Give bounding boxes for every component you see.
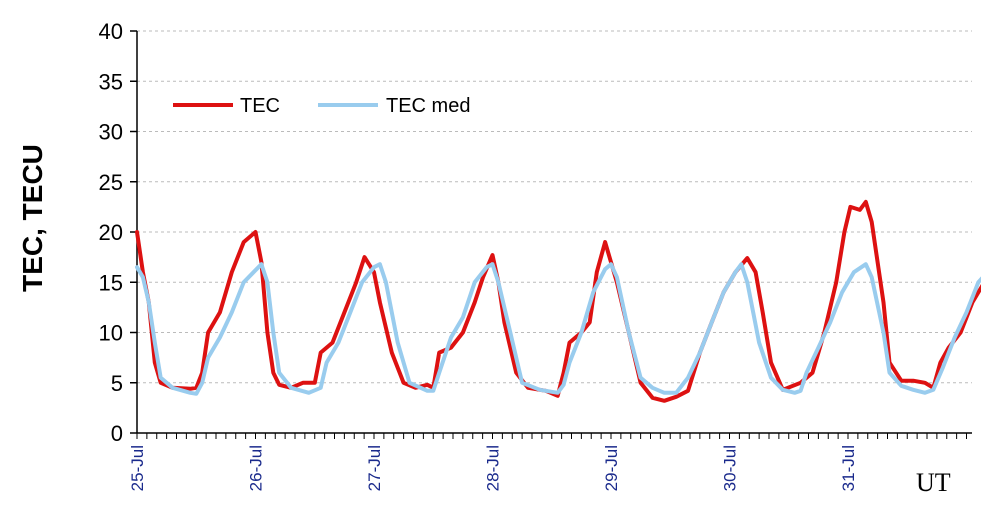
x-tick-label: 29-Jul (602, 445, 621, 491)
y-tick-label: 30 (99, 120, 123, 145)
data-series (135, 199, 981, 403)
y-tick-label: 40 (99, 19, 123, 44)
y-tick-label: 35 (99, 69, 123, 94)
x-tick-label: 28-Jul (484, 445, 503, 491)
y-axis-label: TEC, TECU (17, 144, 48, 292)
legend: TEC TEC med (173, 95, 470, 117)
x-tick-label: 26-Jul (247, 445, 266, 491)
y-tick-label: 25 (99, 170, 123, 195)
x-axis-label: UT (916, 468, 951, 497)
y-axis-ticks: 0 5 10 15 20 25 30 35 40 (99, 19, 137, 446)
y-tick-label: 15 (99, 270, 123, 295)
x-tick-label: 30-Jul (721, 445, 740, 491)
legend-label-tec: TEC (240, 95, 280, 117)
y-tick-label: 5 (111, 371, 123, 396)
series-line-tec-med (135, 262, 981, 396)
y-tick-label: 20 (99, 220, 123, 245)
y-tick-label: 10 (99, 321, 123, 346)
y-tick-label: 0 (111, 421, 123, 446)
x-tick-label: 31-Jul (839, 445, 858, 491)
legend-label-tec-med: TEC med (386, 95, 470, 117)
x-tick-label: 25-Jul (128, 445, 147, 491)
x-tick-label: 27-Jul (365, 445, 384, 491)
x-axis-ticks: 25-Jul 26-Jul 27-Jul 28-Jul 29-Jul 30-Jul 31-J… (128, 433, 967, 491)
gridlines (137, 30, 972, 384)
